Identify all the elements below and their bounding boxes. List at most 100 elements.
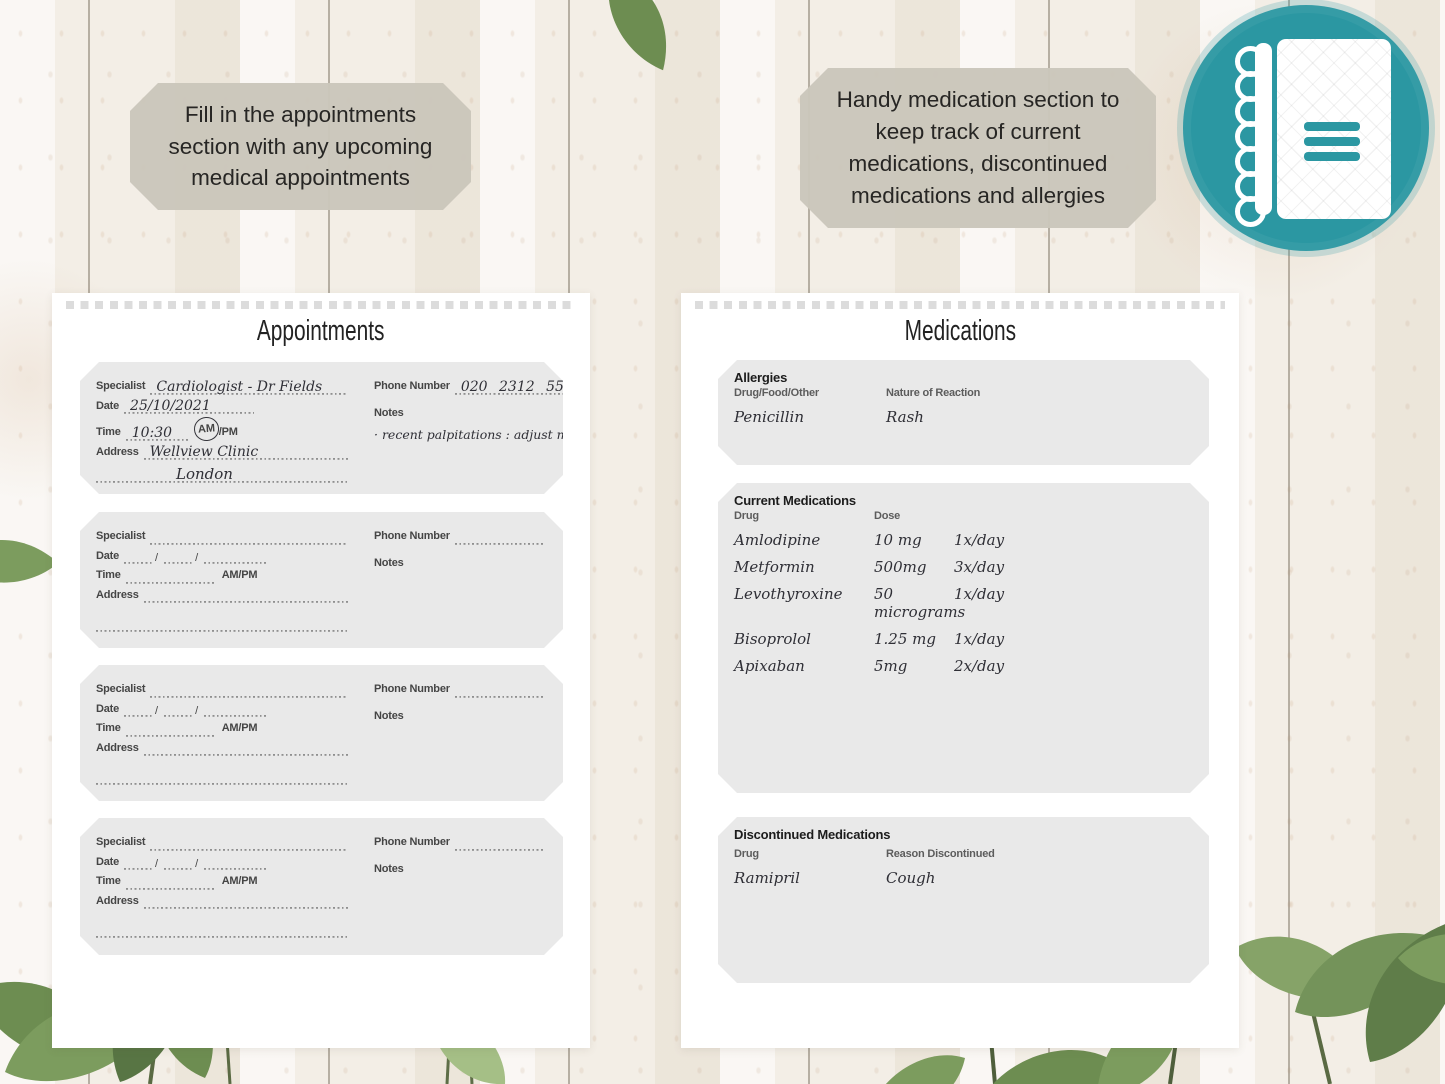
med-drug: Metformin bbox=[734, 558, 815, 576]
date-line bbox=[164, 702, 194, 717]
date-line bbox=[204, 549, 266, 564]
med-dose: 1.25 mg bbox=[874, 630, 936, 648]
date-line bbox=[124, 702, 154, 717]
notebook-line-icon bbox=[1304, 137, 1360, 146]
phone-label: Phone Number bbox=[374, 380, 450, 392]
med-freq: 1x/day bbox=[954, 531, 1005, 549]
spiral-ring-icon bbox=[1235, 196, 1266, 227]
medication-row: Apixaban 5mg 2x/day bbox=[734, 657, 1193, 675]
callout-appointments: Fill in the appointments section with an… bbox=[130, 83, 471, 210]
address-line-2 bbox=[96, 616, 348, 632]
page-title-appointments: Appointments bbox=[257, 315, 385, 347]
specialist-value: Cardiologist - Dr Fields bbox=[156, 378, 323, 395]
date-line bbox=[164, 855, 194, 870]
time-line bbox=[126, 722, 216, 737]
med-dose: 500mg bbox=[874, 558, 927, 576]
time-value: 10:30 bbox=[131, 424, 173, 441]
phone-label: Phone Number bbox=[374, 836, 450, 848]
appointments-page: Appointments Specialist Cardiologist - D… bbox=[52, 293, 590, 1048]
time-row: Time 10:30 AM /PM bbox=[96, 417, 348, 441]
time-label: Time bbox=[96, 875, 121, 887]
address-line bbox=[144, 588, 348, 603]
allergy-reaction: Rash bbox=[886, 408, 924, 426]
ampm-circled: AM bbox=[197, 422, 216, 436]
phone-label: Phone Number bbox=[374, 683, 450, 695]
callout-appointments-text: Fill in the appointments section with an… bbox=[168, 101, 433, 191]
date-slash: / bbox=[195, 552, 199, 564]
med-freq: 1x/day bbox=[954, 585, 1005, 603]
ampm-label: AM/PM bbox=[221, 875, 258, 887]
discontinued-drug: Ramipril bbox=[734, 869, 800, 887]
med-freq: 3x/day bbox=[954, 558, 1005, 576]
allergies-col-reaction: Nature of Reaction bbox=[886, 387, 981, 399]
date-slash: / bbox=[155, 705, 159, 717]
medication-row: Amlodipine 10 mg 1x/day bbox=[734, 531, 1193, 549]
date-label: Date bbox=[96, 855, 120, 868]
date-label: Date bbox=[96, 549, 120, 562]
date-line bbox=[204, 855, 266, 870]
address-line-2 bbox=[96, 922, 348, 938]
phone-value: 020 2312 5567 bbox=[460, 378, 582, 395]
med-dose: 50 micrograms bbox=[874, 585, 966, 621]
phone-line bbox=[455, 836, 545, 851]
appointment-block-empty: Specialist Date / / Time AM/PM Address Phon… bbox=[80, 818, 563, 955]
brand-badge bbox=[1183, 5, 1429, 251]
med-dose: 10 mg bbox=[874, 531, 922, 549]
med-drug: Amlodipine bbox=[734, 531, 821, 549]
med-drug: Bisoprolol bbox=[734, 630, 811, 648]
specialist-label: Specialist bbox=[96, 380, 146, 392]
appointment-block-empty: Specialist Date / / Time AM/PM Address Phon… bbox=[80, 512, 563, 648]
discontinued-col-drug: Drug bbox=[734, 848, 759, 860]
date-line bbox=[204, 702, 266, 717]
allergies-col-drug: Drug/Food/Other bbox=[734, 387, 819, 399]
time-line bbox=[126, 875, 216, 890]
specialist-label: Specialist bbox=[96, 530, 146, 542]
ampm-circle: AM bbox=[193, 416, 220, 441]
address-line-4 bbox=[96, 976, 318, 992]
address-line-3 bbox=[96, 490, 348, 506]
discontinued-row: Ramipril Cough bbox=[734, 869, 1193, 887]
callout-medications-text: Handy medication section to keep track o… bbox=[836, 87, 1120, 208]
medications-page: Medications Allergies Drug/Food/Other Na… bbox=[681, 293, 1239, 1048]
time-line: 10:30 bbox=[126, 426, 190, 441]
ampm-label: AM/PM bbox=[221, 722, 258, 734]
med-drug: Apixaban bbox=[734, 657, 805, 675]
date-line bbox=[124, 855, 154, 870]
address-label: Address bbox=[96, 588, 139, 601]
date-row: Date 25/10/2021 bbox=[96, 398, 348, 415]
specialist-row: Specialist Cardiologist - Dr Fields bbox=[96, 378, 348, 395]
time-line bbox=[126, 569, 216, 584]
address-label: Address bbox=[96, 741, 139, 754]
notes-label: Notes bbox=[374, 406, 404, 419]
date-label: Date bbox=[96, 702, 120, 715]
current-col-drug: Drug bbox=[734, 510, 759, 522]
address-label: Address bbox=[96, 445, 139, 458]
date-slash: / bbox=[155, 858, 159, 870]
date-slash: / bbox=[195, 705, 199, 717]
address-line-2 bbox=[96, 769, 348, 785]
time-label: Time bbox=[96, 569, 121, 581]
ampm-rest: /PM bbox=[218, 426, 238, 438]
date-value: 25/10/2021 bbox=[130, 398, 211, 414]
perforation-strip bbox=[66, 301, 576, 309]
callout-medications: Handy medication section to keep track o… bbox=[800, 68, 1156, 228]
med-drug: Levothyroxine bbox=[734, 585, 843, 603]
phone-line bbox=[455, 683, 545, 698]
allergy-row: Penicillin Rash bbox=[734, 408, 1193, 426]
discontinued-reason: Cough bbox=[886, 869, 936, 887]
time-label: Time bbox=[96, 426, 121, 438]
specialist-line bbox=[150, 836, 348, 851]
medication-row: Bisoprolol 1.25 mg 1x/day bbox=[734, 630, 1193, 648]
discontinued-heading: Discontinued Medications bbox=[734, 827, 891, 842]
allergies-block: Allergies Drug/Food/Other Nature of Reac… bbox=[718, 360, 1209, 465]
address-row: Address Wellview Clinic bbox=[96, 444, 348, 461]
specialist-label: Specialist bbox=[96, 683, 146, 695]
perforation-strip bbox=[695, 301, 1225, 309]
notebook-line-icon bbox=[1304, 122, 1360, 131]
date-line bbox=[124, 549, 154, 564]
notes-label: Notes bbox=[374, 709, 404, 722]
page-title-medications: Medications bbox=[904, 315, 1016, 347]
address-line-3 bbox=[96, 796, 348, 812]
notes-label: Notes bbox=[374, 862, 404, 875]
